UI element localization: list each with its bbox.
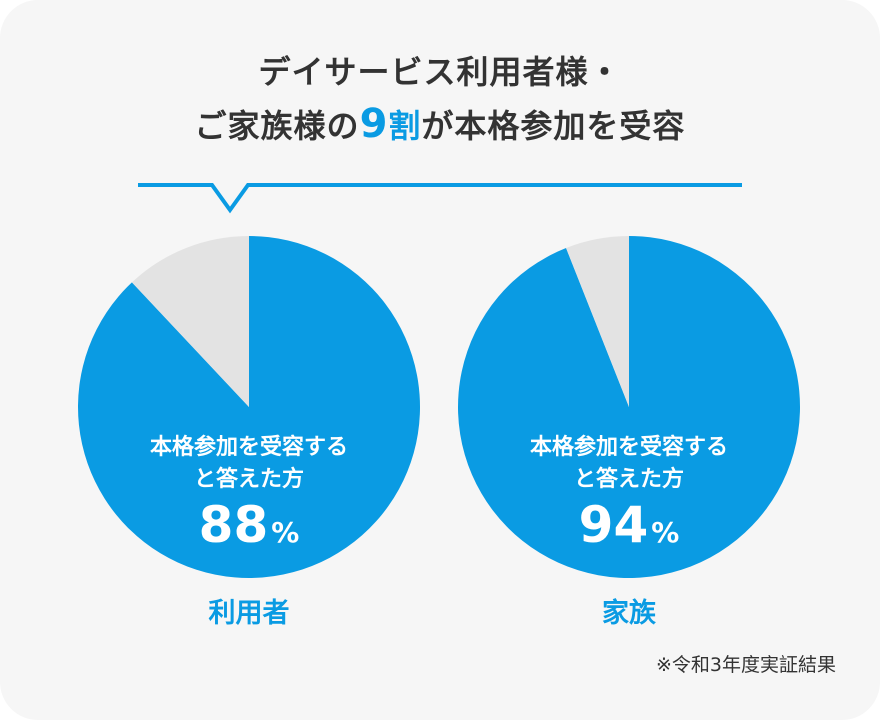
pie-label-users-line1: 本格参加を受容する [150,434,348,460]
pie-slice-family-other [566,236,629,407]
headline-line2: ご家族様の9割が本格参加を受容 [0,98,880,152]
pie-value-users-unit: % [271,516,299,549]
pie-value-users-number: 88 [199,496,269,554]
pie-value-family-unit: % [651,516,679,549]
pie-slice-users-accept [78,236,421,578]
speech-pointer-line [138,183,742,214]
pie-label-family-line2: と答えた方 [574,466,684,492]
pie-caption-family: 家族 [602,597,657,629]
headline: デイサービス利用者様・ ご家族様の9割が本格参加を受容 [0,46,880,152]
pie-label-family-line1: 本格参加を受容する [530,434,728,460]
headline-line2-c: が本格参加を受容 [421,107,686,145]
pie-caption-users: 利用者 [209,598,290,629]
pie-slice-family-accept [458,236,801,578]
headline-highlight-unit: 割 [388,107,422,145]
pie-chart-users: 本格参加を受容する と答えた方 88% 利用者 [78,236,421,629]
pie-label-users-line2: と答えた方 [194,466,304,492]
pie-value-family-number: 94 [579,496,649,554]
pie-value-family: 94% [579,496,680,554]
pie-chart-family: 本格参加を受容する と答えた方 94% 家族 [458,236,801,629]
pie-value-users: 88% [199,496,300,554]
footnote: ※令和3年度実証結果 [655,654,836,676]
headline-line2-a: ご家族様の [194,107,360,145]
pie-slice-users-other [131,236,249,407]
headline-highlight-number: 9 [359,101,389,147]
headline-line1: デイサービス利用者様・ [258,53,622,91]
